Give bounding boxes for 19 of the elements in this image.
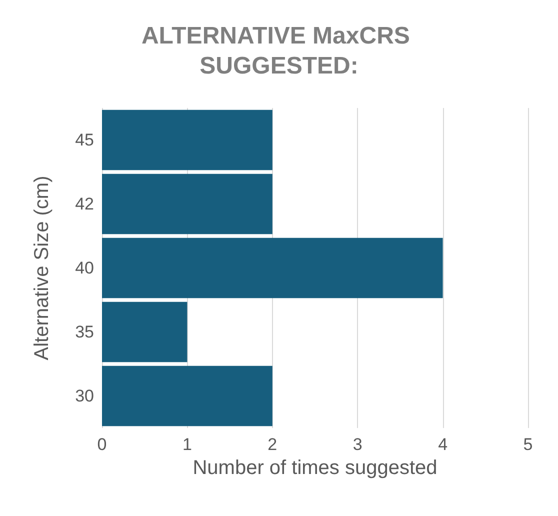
bar (102, 238, 443, 298)
x-tick-label: 4 (438, 435, 448, 454)
x-tick-label: 3 (352, 435, 362, 454)
bar (102, 174, 272, 234)
y-tick-label: 30 (75, 386, 94, 406)
x-tick-label: 0 (97, 435, 107, 454)
bar (102, 302, 188, 362)
x-axis-title: Number of times suggested (192, 457, 438, 479)
chart-title: ALTERNATIVE MaxCRS SUGGESTED: (141, 22, 417, 80)
y-tick-label: 45 (75, 130, 94, 150)
y-tick-label: 42 (75, 194, 94, 214)
y-tick-label: 40 (75, 258, 94, 278)
bar (102, 366, 272, 426)
y-tick-label: 35 (75, 322, 94, 342)
x-tick-label: 2 (268, 435, 278, 454)
y-axis-title: Alternative Size (cm) (31, 176, 53, 360)
x-tick-label: 1 (182, 435, 192, 454)
x-tick-label: 5 (523, 435, 533, 454)
bar (102, 110, 272, 170)
